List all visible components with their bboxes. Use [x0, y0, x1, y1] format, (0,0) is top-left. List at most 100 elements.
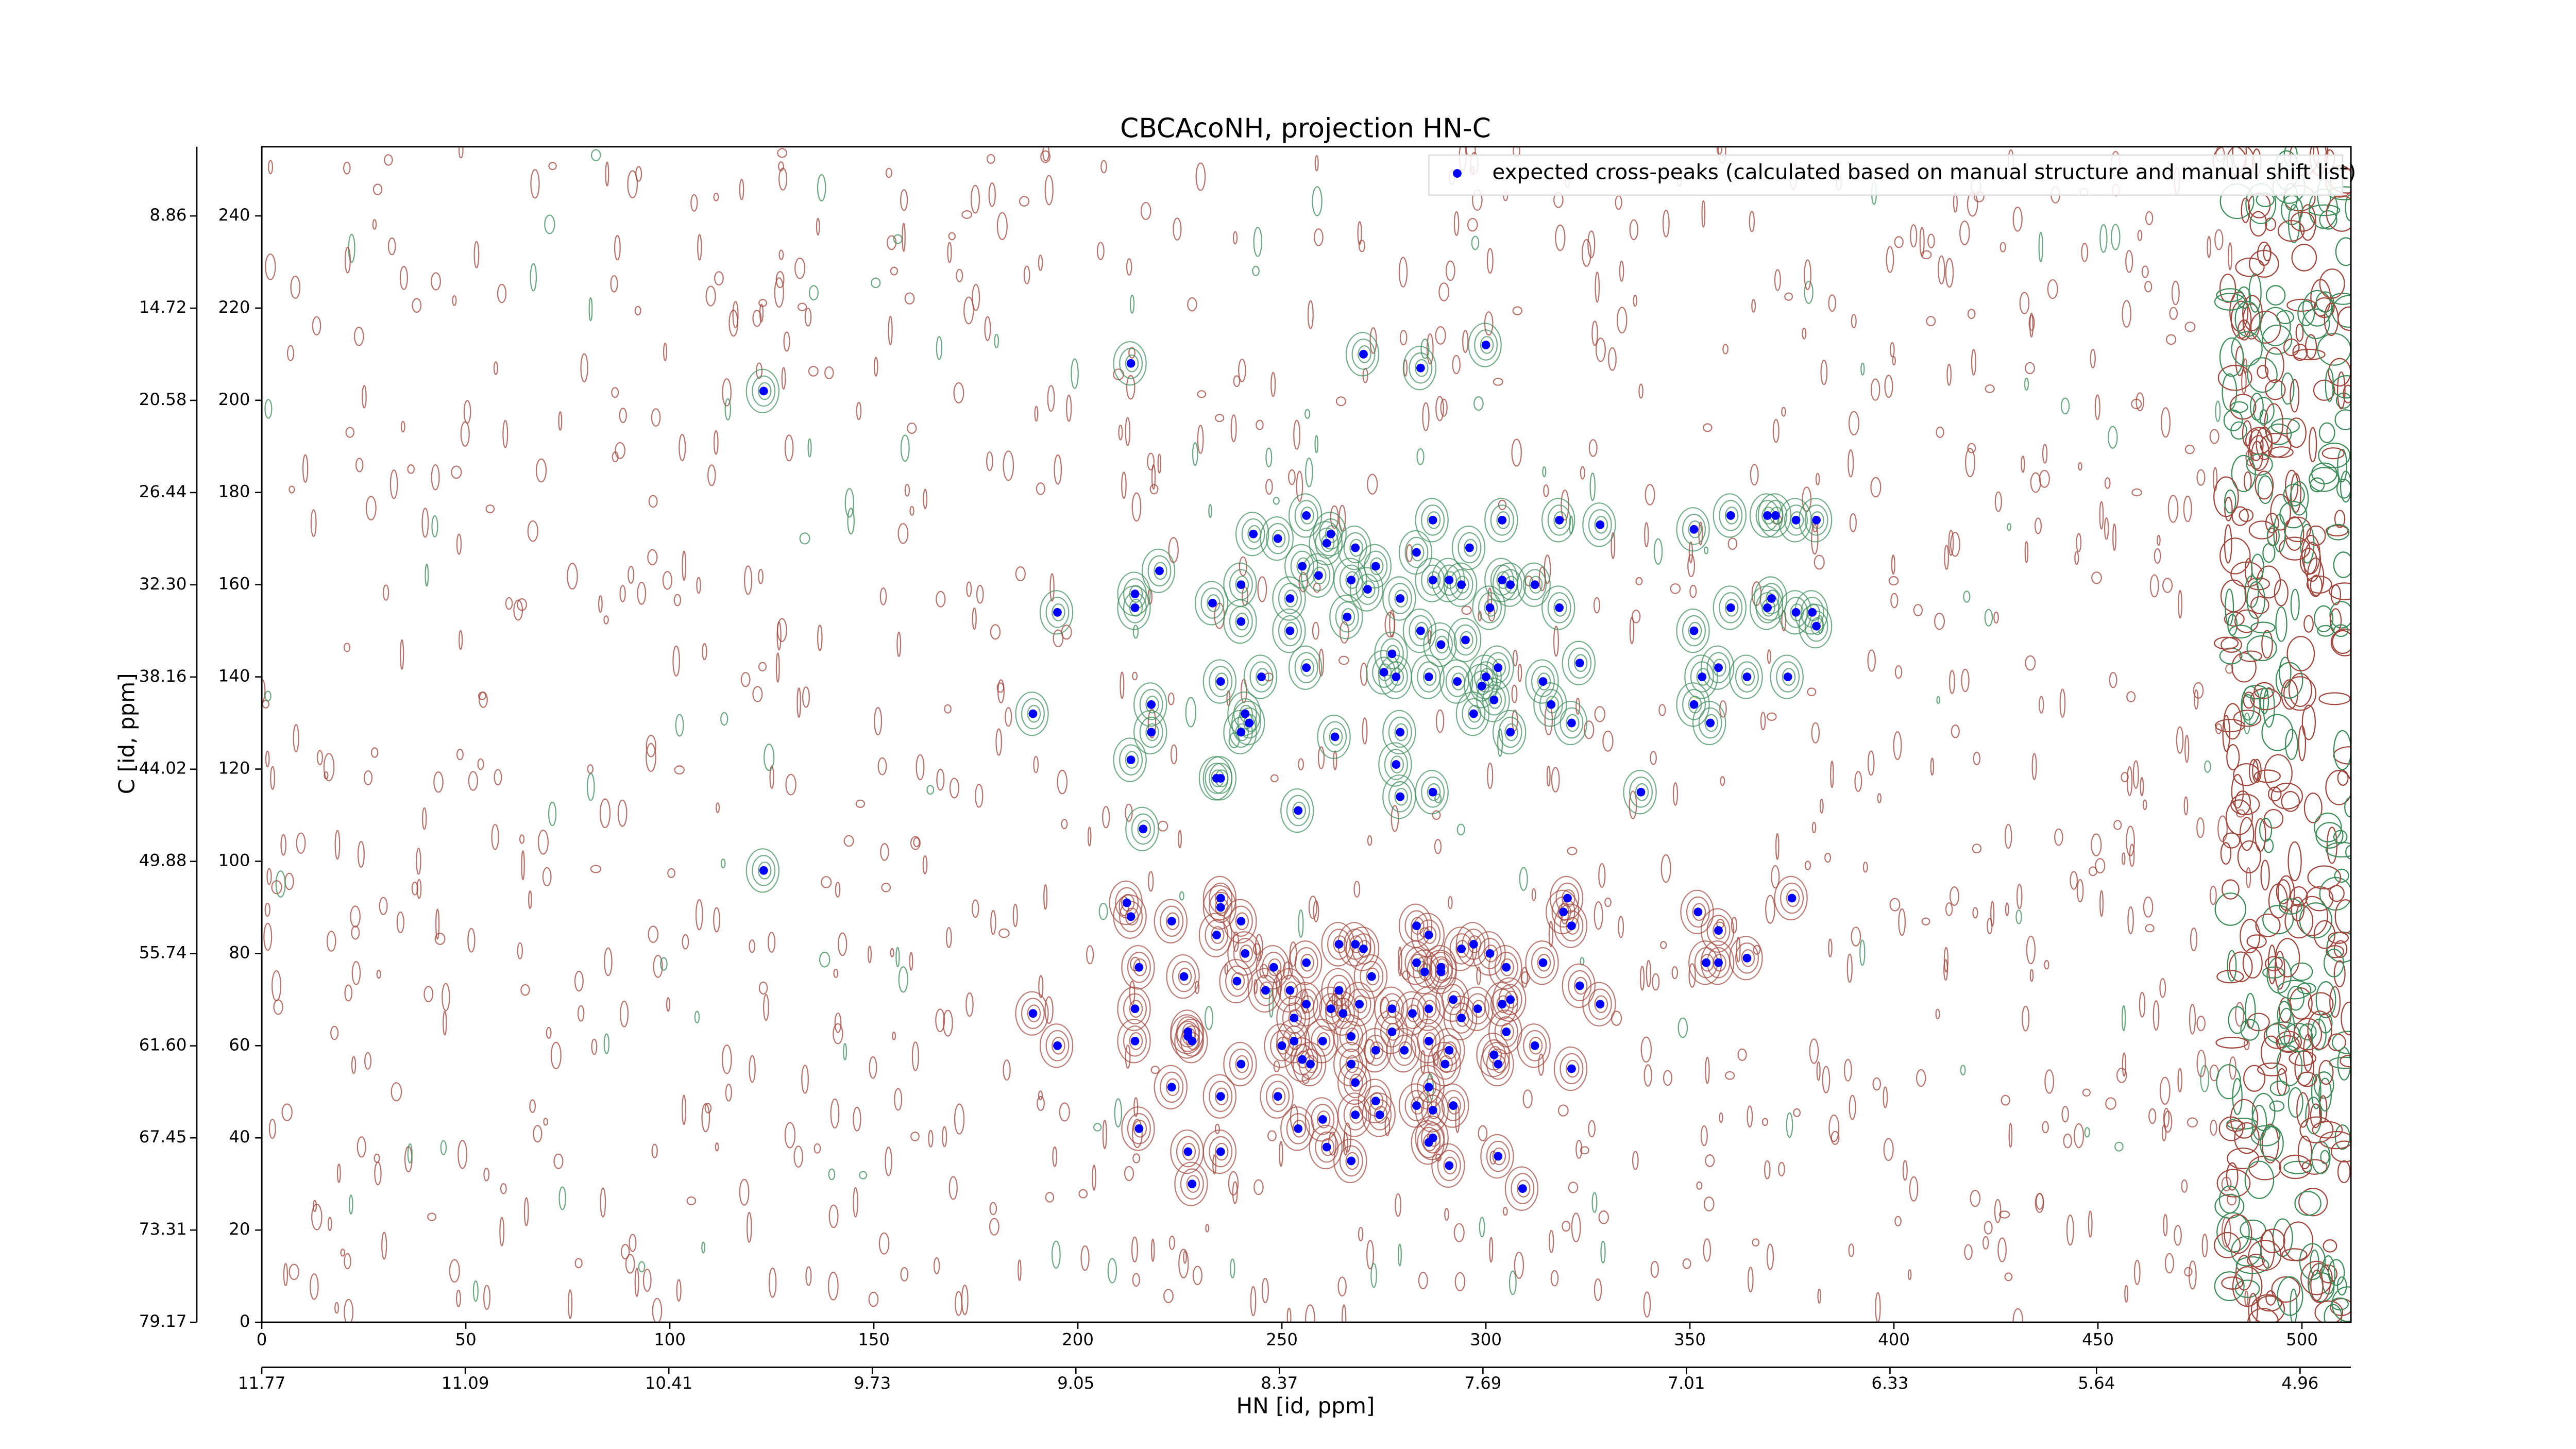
noise-contour	[1594, 1278, 1602, 1302]
noise-contour	[1716, 146, 1723, 155]
peak-marker	[1428, 787, 1437, 797]
peak-contour	[1460, 986, 1494, 1031]
noise-contour	[1120, 671, 1125, 699]
peak-contour	[1343, 1099, 1367, 1131]
peak-contour	[1329, 728, 1343, 746]
noise-contour	[1652, 973, 1660, 991]
peak-marker	[1277, 1041, 1286, 1050]
edge-contour	[2230, 1099, 2259, 1139]
noise-contour	[1214, 414, 1225, 423]
edge-contour	[2222, 373, 2238, 411]
noise-contour	[1943, 947, 1949, 973]
noise-contour	[1511, 684, 1518, 703]
peak-contour	[1202, 1129, 1237, 1174]
edge-contour	[2233, 710, 2262, 727]
noise-contour	[1513, 649, 1518, 667]
edge-contour	[2234, 300, 2261, 338]
noise-contour	[767, 932, 776, 953]
noise-contour	[674, 765, 685, 774]
noise-contour	[2008, 1123, 2013, 1148]
x2-tick-label: 11.77	[238, 1373, 286, 1393]
edge-contour	[2223, 409, 2243, 431]
peak-contour	[1562, 641, 1596, 685]
peak-marker	[1428, 515, 1437, 525]
peak-marker	[1290, 1014, 1299, 1023]
noise-contour	[1286, 1307, 1292, 1323]
peak-contour	[1021, 998, 1045, 1029]
edge-contour	[2332, 630, 2351, 654]
noise-contour	[611, 387, 619, 398]
edge-contour	[2289, 987, 2313, 1020]
edge-contour	[2241, 197, 2250, 223]
noise-contour	[900, 189, 908, 211]
peak-contour	[1247, 968, 1282, 1013]
edge-contour	[2240, 1019, 2260, 1041]
peak-contour	[1351, 339, 1376, 370]
edge-contour	[2221, 636, 2242, 653]
edge-contour	[2288, 672, 2312, 707]
edge-contour	[2287, 841, 2302, 882]
peak-contour	[1741, 949, 1755, 967]
noise-contour	[1296, 470, 1303, 502]
noise-contour	[2209, 885, 2217, 905]
noise-contour	[933, 1257, 940, 1274]
peak-contour	[1202, 659, 1237, 704]
peak-marker	[1130, 603, 1140, 612]
noise-contour	[1701, 200, 1706, 228]
edge-contour	[2317, 625, 2334, 637]
noise-contour	[2234, 1002, 2245, 1027]
peak-contour	[1039, 590, 1074, 635]
peak-marker	[1812, 515, 1821, 525]
edge-contour	[2286, 298, 2317, 312]
noise-contour	[705, 285, 716, 307]
edge-contour	[2248, 429, 2264, 461]
noise-contour	[2121, 772, 2129, 783]
noise-contour	[1549, 1229, 1554, 1254]
noise-contour	[2044, 959, 2049, 970]
noise-contour	[309, 1273, 319, 1300]
noise-contour	[1945, 258, 1954, 288]
peak-contour	[1455, 576, 1469, 594]
edge-contour	[2235, 1255, 2253, 1291]
peak-contour	[1280, 788, 1314, 833]
peak-contour	[1398, 530, 1433, 575]
noise-contour	[1591, 1192, 1598, 1214]
noise-contour	[1646, 960, 1652, 987]
edge-contour	[2307, 865, 2342, 890]
edge-contour	[2224, 489, 2236, 514]
noise-contour	[407, 464, 415, 474]
edge-contour	[2242, 295, 2263, 331]
peak-marker	[1392, 760, 1401, 769]
edge-contour	[2237, 840, 2261, 873]
noise-contour	[1005, 707, 1012, 727]
noise-contour	[1096, 242, 1105, 260]
edge-contour	[2297, 300, 2315, 326]
noise-contour	[1804, 861, 1811, 870]
peak-contour	[1239, 945, 1253, 963]
peak-contour	[1253, 974, 1278, 1006]
noise-contour	[1044, 175, 1054, 206]
peak-contour	[1766, 589, 1780, 608]
noise-contour	[2076, 533, 2082, 553]
noise-contour	[580, 353, 588, 382]
edge-contour	[2334, 899, 2351, 934]
noise-contour	[2148, 1108, 2157, 1124]
peak-contour	[1369, 557, 1384, 576]
noise-contour	[653, 955, 663, 978]
noise-contour	[878, 1232, 890, 1255]
peak-marker	[1347, 576, 1356, 585]
noise-contour	[740, 672, 751, 687]
noise-contour	[1804, 280, 1814, 304]
edge-contour	[2319, 1264, 2337, 1284]
peak-contour	[1492, 562, 1527, 607]
peak-contour	[1209, 763, 1233, 794]
noise-contour	[350, 905, 361, 928]
x-tick-label: 100	[654, 1330, 686, 1350]
peak-marker	[1396, 792, 1405, 801]
noise-contour	[2196, 1016, 2206, 1032]
noise-contour	[2004, 823, 2012, 849]
peak-marker	[1326, 1004, 1335, 1014]
edge-contour	[2277, 980, 2312, 1000]
noise-contour	[416, 879, 422, 899]
peak-contour	[1341, 608, 1355, 626]
